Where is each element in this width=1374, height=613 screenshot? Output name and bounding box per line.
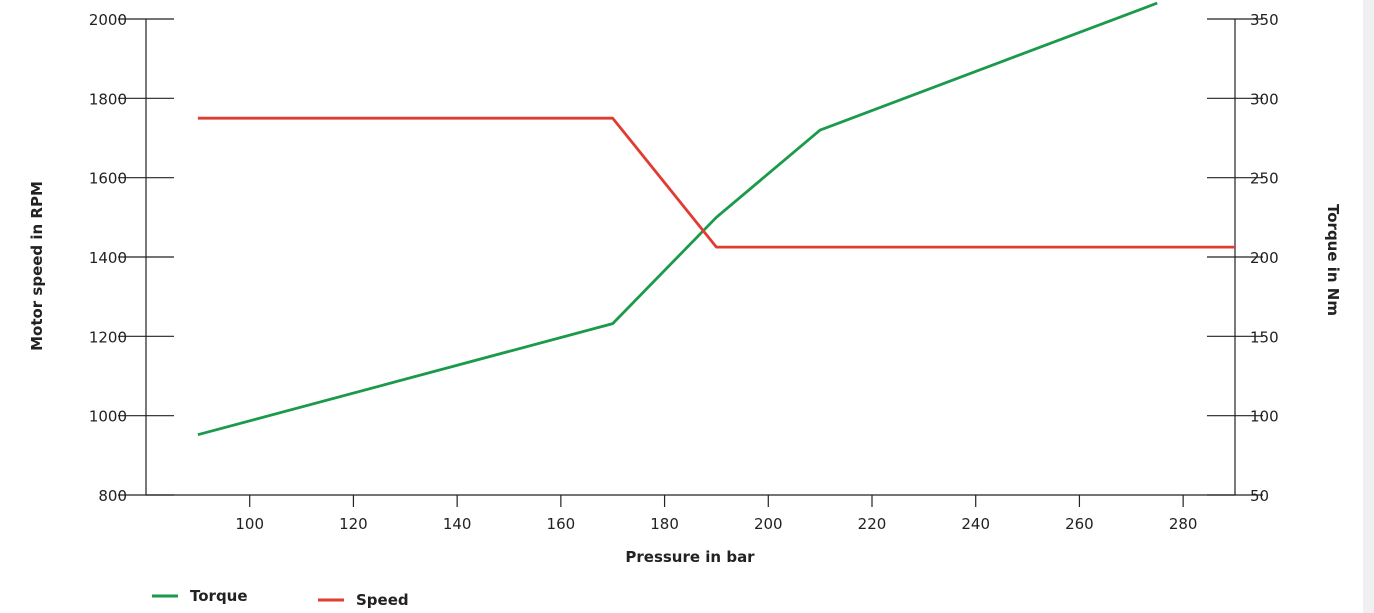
series-line-torque [197,1,1158,437]
x-tick-label: 200 [754,515,783,533]
left-y-tick-label: 1800 [89,90,127,108]
legend-label-speed: Speed [356,591,409,609]
series-line-speed [197,116,1235,249]
right-y-ticks: 50 100 150 200 250 300 350 [1207,11,1279,505]
right-edge-strip [1363,0,1374,613]
right-y-tick-label: 300 [1250,90,1279,108]
x-ticks: 100 120 140 160 180 200 220 240 260 280 [235,495,1197,533]
x-tick-label: 240 [961,515,990,533]
left-y-tick-label: 1400 [89,249,127,267]
x-tick-label: 220 [858,515,887,533]
left-y-tick-label: 2000 [89,11,127,29]
right-y-tick-label: 50 [1250,487,1269,505]
legend-label-torque: Torque [190,587,248,605]
left-y-tick-label: 1200 [89,328,127,346]
x-tick-label: 100 [235,515,264,533]
right-y-tick-label: 200 [1250,249,1279,267]
right-y-tick-label: 350 [1250,11,1279,29]
left-y-axis-title: Motor speed in RPM [28,181,46,351]
left-y-tick-label: 1600 [89,170,127,188]
right-y-tick-label: 150 [1250,328,1279,346]
right-y-tick-label: 100 [1250,408,1279,426]
left-y-ticks: 800 1000 1200 1400 1600 1800 2000 [89,11,174,505]
legend: Torque Speed [152,587,409,609]
x-axis-title: Pressure in bar [625,548,755,566]
left-y-tick-label: 1000 [89,408,127,426]
x-tick-label: 140 [443,515,472,533]
axes [145,19,1236,496]
right-y-tick-label: 250 [1250,170,1279,188]
series-layer [197,1,1235,437]
x-tick-label: 280 [1169,515,1198,533]
left-y-tick-label: 800 [98,487,127,505]
x-tick-label: 160 [547,515,576,533]
x-tick-label: 260 [1065,515,1094,533]
x-tick-label: 120 [339,515,368,533]
x-tick-label: 180 [650,515,679,533]
right-y-axis-title: Torque in Nm [1324,204,1342,316]
